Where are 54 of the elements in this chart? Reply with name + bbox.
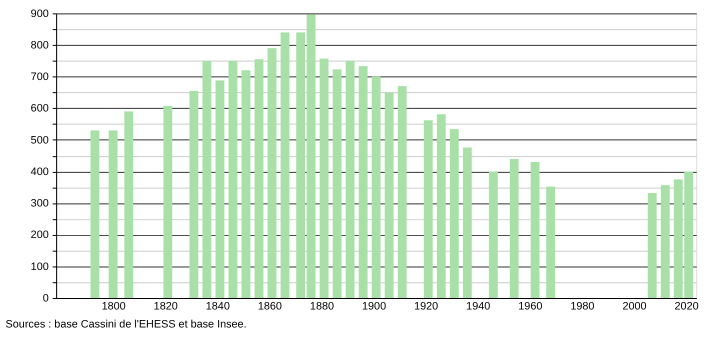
bar	[124, 111, 134, 298]
x-tick-label: 1800	[102, 300, 126, 312]
bar	[546, 186, 556, 298]
y-tick-label: 400	[30, 166, 49, 178]
y-tick-label: 100	[30, 260, 49, 273]
bar	[90, 130, 100, 298]
bar	[462, 147, 472, 298]
bar	[684, 171, 694, 298]
y-tick-label: 300	[30, 198, 49, 210]
bar	[242, 70, 250, 298]
y-tick-label: 900	[30, 8, 49, 20]
x-tick-label: 1960	[518, 300, 542, 312]
bar	[163, 106, 172, 298]
x-tick-label: 1900	[362, 300, 386, 312]
bar	[372, 76, 381, 298]
bar	[320, 58, 329, 298]
bar	[660, 185, 670, 298]
bar	[648, 192, 657, 298]
y-tick-label: 600	[30, 102, 49, 115]
x-tick-label: 1980	[570, 300, 594, 312]
bar	[398, 86, 407, 298]
y-tick-label: 700	[30, 71, 49, 84]
bar	[530, 162, 540, 298]
x-tick-label: 1840	[206, 300, 230, 312]
x-tick-label: 1820	[154, 300, 178, 312]
x-tick-label: 2000	[622, 300, 647, 312]
x-tick-label: 1920	[414, 300, 438, 312]
x-tick-label: 1880	[310, 300, 334, 312]
source-note: Sources : base Cassini de l'EHESS et base Insee.	[6, 318, 247, 331]
bar	[510, 158, 519, 298]
bar	[346, 60, 355, 298]
bar	[254, 59, 264, 298]
x-tick-label: 2020	[674, 300, 699, 312]
bar	[268, 48, 276, 298]
y-tick-label: 200	[30, 229, 49, 242]
bar	[358, 66, 368, 298]
bar	[215, 80, 224, 298]
bar	[202, 60, 212, 298]
bar	[384, 92, 394, 298]
bar	[450, 129, 459, 298]
bar	[228, 60, 238, 298]
bar	[674, 179, 683, 298]
bar	[436, 114, 446, 298]
y-tick-label: 800	[30, 39, 49, 52]
y-tick-label: 500	[30, 134, 49, 146]
y-tick-label: 0	[42, 292, 49, 304]
bar	[488, 171, 498, 298]
x-tick-label: 1860	[258, 300, 282, 312]
bar	[424, 120, 433, 298]
bar	[189, 90, 198, 298]
bar	[280, 32, 290, 298]
x-tick-label: 1940	[466, 300, 490, 312]
bar	[332, 69, 342, 298]
bar	[108, 130, 118, 298]
